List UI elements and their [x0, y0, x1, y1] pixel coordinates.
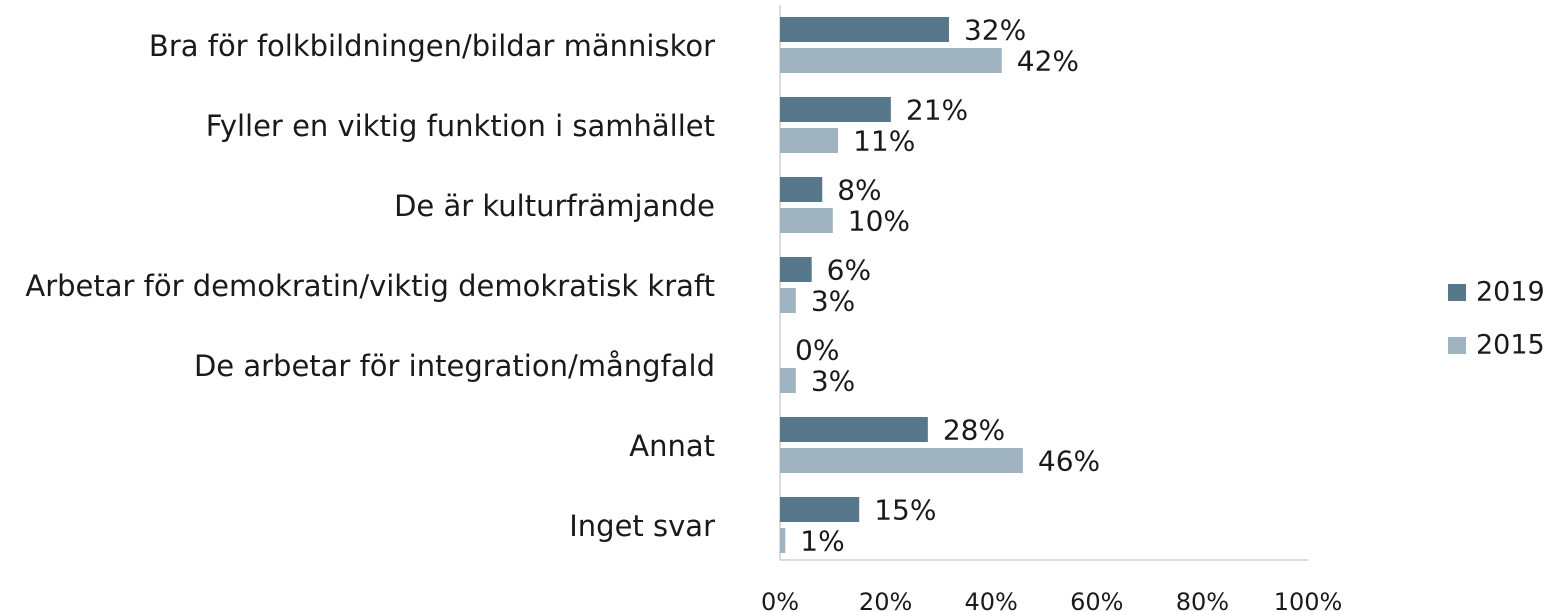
data-label: 3%	[811, 365, 855, 398]
bar	[780, 208, 833, 233]
bar	[780, 128, 839, 153]
bar	[780, 497, 860, 522]
data-label: 32%	[964, 14, 1026, 47]
data-label: 28%	[943, 414, 1005, 447]
data-label: 8%	[837, 174, 881, 207]
bar	[780, 368, 796, 393]
x-tick-label: 0%	[761, 588, 799, 612]
data-label: 21%	[906, 94, 968, 127]
data-label: 46%	[1038, 445, 1100, 478]
data-label: 11%	[853, 125, 915, 158]
legend-label: 2015	[1476, 330, 1545, 361]
x-tick-label: 60%	[1070, 588, 1123, 612]
x-tick-label: 100%	[1274, 588, 1343, 612]
bar	[780, 48, 1002, 73]
y-tick-label: De är kulturfrämjande	[394, 189, 715, 223]
x-tick-label: 20%	[859, 588, 912, 612]
bar	[780, 528, 786, 553]
bar	[780, 17, 949, 42]
y-tick-label: Inget svar	[569, 509, 715, 543]
y-tick-label: Bra för folkbildningen/bildar människor	[149, 29, 715, 63]
legend-swatch	[1448, 284, 1466, 301]
y-tick-label: Fyller en viktig funktion i samhället	[206, 109, 715, 143]
legend-label: 2019	[1476, 277, 1545, 308]
bar	[780, 257, 812, 282]
data-label: 15%	[874, 494, 936, 527]
y-tick-label: Annat	[629, 429, 715, 463]
y-tick-label: Arbetar för demokratin/viktig demokratis…	[25, 269, 715, 303]
y-tick-label: De arbetar för integration/mångfald	[194, 349, 715, 383]
x-tick-label: 80%	[1176, 588, 1229, 612]
data-label: 10%	[848, 205, 910, 238]
bar	[780, 417, 928, 442]
data-label: 42%	[1017, 45, 1079, 78]
bar	[780, 97, 891, 122]
data-label: 3%	[811, 285, 855, 318]
data-label: 6%	[827, 254, 871, 287]
data-label: 1%	[800, 525, 844, 558]
x-tick-label: 40%	[965, 588, 1018, 612]
legend-swatch	[1448, 337, 1466, 354]
bar	[780, 448, 1023, 473]
data-label: 0%	[795, 334, 839, 367]
bar	[780, 177, 823, 202]
bar	[780, 288, 796, 313]
